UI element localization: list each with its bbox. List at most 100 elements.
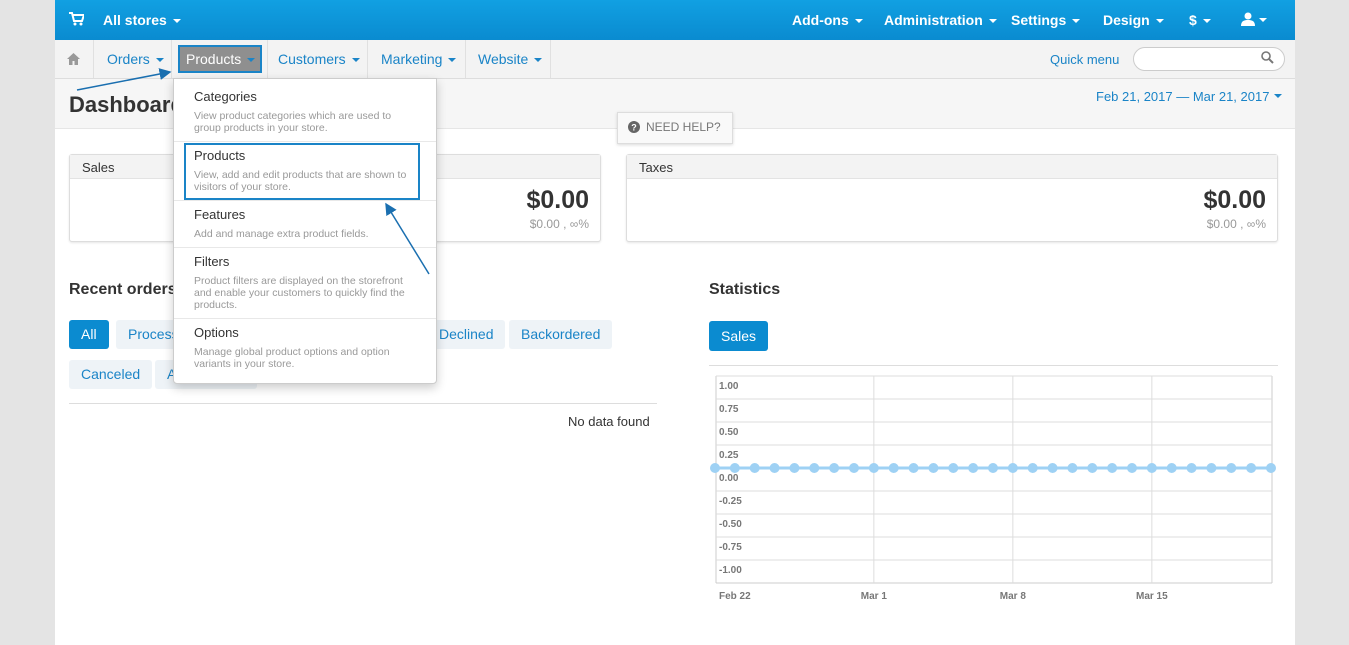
data-point	[1087, 463, 1098, 473]
taxes-card: Taxes $0.00 $0.00 , ∞%	[626, 154, 1278, 242]
y-tick-label: 0.50	[719, 427, 739, 438]
nav-item[interactable]: Marketing	[381, 51, 456, 67]
divider	[174, 141, 436, 142]
dropdown-item[interactable]: Filters Product filters are displayed on …	[194, 254, 414, 311]
separator	[465, 40, 466, 78]
svg-text:?: ?	[631, 123, 637, 133]
data-point	[1166, 463, 1177, 473]
data-point	[1007, 463, 1018, 473]
y-tick-label: -0.50	[719, 519, 742, 530]
data-point	[1067, 463, 1078, 473]
help-label[interactable]: NEED HELP?	[646, 120, 721, 134]
divider	[69, 403, 657, 404]
help-icon: ?	[628, 121, 640, 133]
x-tick-label: Mar 8	[1000, 591, 1027, 602]
dropdown-item[interactable]: Categories View product categories which …	[194, 89, 414, 134]
item-title[interactable]: Features	[194, 207, 246, 222]
data-point	[968, 463, 979, 473]
data-point	[1107, 463, 1118, 473]
nav-item[interactable]: Orders	[107, 51, 164, 67]
nav-item[interactable]: Website	[478, 51, 542, 67]
card-title: Taxes	[627, 155, 1277, 179]
order-tab[interactable]: Canceled	[69, 360, 153, 389]
order-tab[interactable]: Backordered	[509, 320, 613, 349]
dropdown-item[interactable]: Products View, add and edit products that…	[194, 148, 414, 193]
cart-icon	[69, 12, 84, 26]
data-point	[729, 463, 740, 473]
data-point	[1127, 463, 1137, 473]
empty-message: No data found	[568, 414, 650, 429]
x-tick-label: Mar 1	[861, 591, 888, 602]
data-point	[1027, 463, 1038, 473]
order-tab[interactable]: All	[69, 320, 109, 349]
item-description: Product filters are displayed on the sto…	[194, 275, 405, 311]
home-icon[interactable]	[67, 53, 80, 65]
y-tick-label: 0.25	[719, 450, 739, 461]
date-range[interactable]: Feb 21, 2017 — Mar 21, 2017	[1096, 89, 1270, 104]
data-point	[789, 463, 800, 473]
data-point	[1146, 463, 1157, 473]
menu-item[interactable]: Administration	[884, 12, 997, 28]
search-icon[interactable]	[1261, 51, 1274, 64]
highlight-box	[184, 143, 420, 200]
data-point	[769, 463, 780, 473]
data-point	[948, 463, 959, 473]
caret	[1274, 94, 1282, 102]
y-tick-label: -1.00	[719, 565, 742, 576]
section-title: Statistics	[709, 281, 781, 298]
divider	[709, 365, 1278, 366]
top-bar	[55, 0, 1295, 40]
item-title[interactable]: Products	[194, 148, 246, 163]
page-title: Dashboard	[69, 92, 184, 117]
y-tick-label: -0.25	[719, 496, 742, 507]
y-tick-label: -0.75	[719, 542, 742, 553]
item-title[interactable]: Categories	[194, 89, 257, 104]
y-tick-label: 0.75	[719, 404, 739, 415]
dropdown-item[interactable]: Features Add and manage extra product fie…	[194, 207, 414, 240]
separator	[267, 40, 268, 78]
data-point	[749, 463, 760, 473]
data-point	[928, 463, 939, 473]
data-point	[908, 463, 919, 473]
data-point	[1246, 463, 1257, 473]
data-point	[1186, 463, 1197, 473]
item-title[interactable]: Filters	[194, 254, 230, 269]
data-point	[868, 463, 879, 473]
card-value: $0.00	[526, 186, 589, 214]
y-tick-label: 1.00	[719, 381, 739, 392]
divider	[174, 247, 436, 248]
data-point	[1266, 463, 1276, 473]
separator	[367, 40, 368, 78]
item-title[interactable]: Options	[194, 325, 239, 340]
divider	[174, 318, 436, 319]
separator	[171, 40, 172, 78]
data-point	[988, 463, 998, 473]
caret	[1259, 18, 1267, 26]
separator	[550, 40, 551, 78]
divider	[174, 200, 436, 201]
dropdown-item[interactable]: Options Manage global product options and…	[194, 325, 414, 370]
store-selector[interactable]: All stores	[103, 12, 181, 28]
statistics-chart: 1.00 0.75 0.50 0.25 0.00 -0.25 -0.50 -0.75 -1.00…	[710, 375, 1276, 602]
menu-item[interactable]: Settings	[1011, 12, 1080, 28]
menu-item[interactable]: $	[1189, 12, 1211, 28]
item-description: Manage global product options and option…	[194, 346, 390, 370]
section-title: Recent orders	[69, 281, 177, 298]
search-box[interactable]	[1133, 47, 1285, 71]
item-description: View product categories which are used t…	[194, 110, 392, 134]
menu-item[interactable]: Design	[1103, 12, 1164, 28]
data-point	[1047, 463, 1058, 473]
nav-item[interactable]: Customers	[278, 51, 360, 67]
user-icon[interactable]	[1241, 12, 1255, 26]
menu-item[interactable]: Add-ons	[792, 12, 863, 28]
nav-item[interactable]: Products	[186, 51, 255, 67]
card-sub: $0.00 , ∞%	[529, 217, 589, 231]
x-tick-label: Feb 22	[719, 591, 751, 602]
statistics-tab[interactable]: Sales	[709, 321, 769, 351]
quick-menu[interactable]: Quick menu	[1050, 52, 1120, 67]
order-tab[interactable]: Declined	[427, 320, 506, 349]
card-sub: $0.00 , ∞%	[1206, 217, 1266, 231]
item-description: View, add and edit products that are sho…	[194, 169, 407, 193]
card-value: $0.00	[1203, 186, 1266, 214]
data-point	[888, 463, 899, 473]
